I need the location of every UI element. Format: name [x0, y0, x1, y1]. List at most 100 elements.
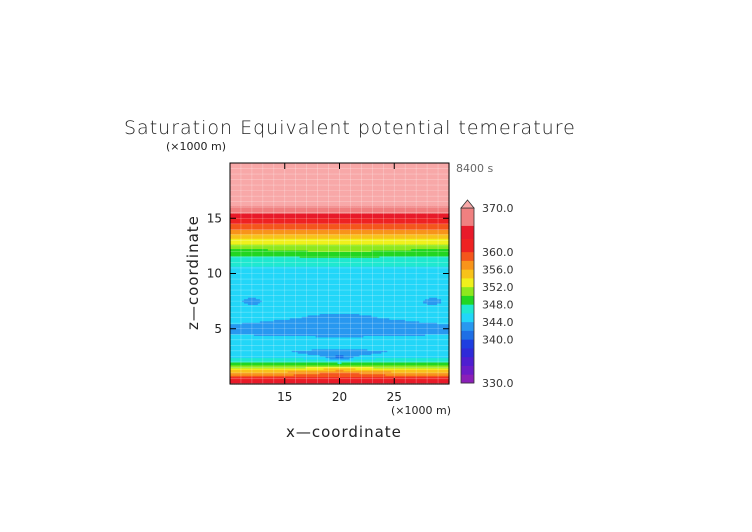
field-cell [355, 366, 359, 369]
field-cell [443, 364, 446, 367]
field-cell [447, 357, 450, 360]
field-cell [319, 379, 323, 382]
field-cell [311, 348, 315, 351]
field-cell [385, 370, 388, 373]
field-cell [303, 351, 307, 354]
field-cell [353, 354, 357, 357]
field-cell [329, 358, 333, 362]
field-cell [305, 364, 309, 367]
field-cell [313, 357, 317, 360]
field-cell [343, 345, 347, 348]
field-cell [233, 367, 237, 370]
field-cell [393, 348, 396, 351]
field-cell [309, 367, 313, 370]
field-cell [427, 345, 430, 348]
field-cell [321, 351, 325, 354]
field-cell [230, 381, 233, 384]
field-cell [305, 360, 309, 363]
field-cell [397, 370, 400, 373]
field-cell [279, 345, 283, 348]
field-cell [439, 367, 442, 370]
field-cell [371, 369, 374, 372]
field-cell [295, 375, 299, 378]
field-cell [415, 366, 418, 369]
field-cell [277, 373, 281, 376]
field-cell [305, 375, 309, 378]
field-cell [251, 363, 255, 366]
field-cell [263, 345, 267, 348]
field-cell [425, 369, 428, 372]
field-cell [289, 353, 293, 356]
field-cell [373, 369, 376, 372]
field-cell [249, 344, 253, 347]
field-cell [341, 356, 345, 359]
field-cell [315, 379, 319, 382]
field-cell [403, 373, 406, 376]
field-cell [301, 353, 305, 356]
field-cell [431, 375, 434, 378]
field-cell [419, 354, 422, 357]
field-cell [271, 354, 275, 357]
field-cell [351, 376, 355, 379]
field-cell [359, 363, 362, 366]
field-cell [357, 360, 361, 363]
field-cell [355, 357, 359, 360]
field-cell [403, 345, 406, 348]
field-cell [443, 363, 446, 366]
field-cell [419, 373, 422, 376]
field-cell [333, 370, 337, 373]
field-cell [445, 357, 448, 360]
field-cell [285, 345, 289, 348]
field-cell [337, 375, 341, 378]
field-cell [243, 351, 247, 354]
field-cell [431, 369, 434, 372]
field-cell [233, 363, 237, 366]
field-cell [367, 372, 370, 375]
field-cell [399, 345, 402, 348]
field-cell [369, 348, 372, 351]
field-cell [281, 361, 285, 364]
field-cell [423, 358, 426, 362]
field-cell [379, 375, 382, 378]
field-cell [313, 376, 317, 379]
field-cell [303, 366, 307, 369]
field-cell [259, 367, 263, 370]
field-cell [297, 364, 301, 367]
field-cell [317, 373, 321, 376]
field-cell [279, 351, 283, 354]
field-cell [325, 378, 329, 381]
field-cell [355, 354, 359, 357]
field-cell [317, 379, 321, 382]
field-cell [295, 364, 299, 367]
field-cell [391, 345, 394, 348]
field-cell [269, 350, 273, 353]
field-cell [327, 372, 331, 375]
field-cell [391, 356, 394, 359]
field-cell [283, 361, 287, 364]
field-cell [281, 366, 285, 369]
field-cell [411, 353, 414, 356]
field-cell [335, 351, 339, 354]
field-cell [401, 354, 404, 357]
field-cell [443, 376, 446, 379]
field-cell [253, 367, 257, 370]
field-cell [303, 370, 307, 373]
field-cell [359, 356, 362, 359]
field-cell [271, 356, 275, 359]
field-cell [339, 351, 343, 354]
field-cell [405, 381, 408, 384]
field-cell [365, 351, 368, 354]
field-cell [269, 347, 273, 350]
field-cell [263, 358, 267, 362]
field-cell [383, 367, 386, 370]
field-cell [437, 372, 440, 375]
field-cell [281, 360, 285, 363]
field-cell [437, 354, 440, 357]
field-cell [247, 375, 251, 378]
field-cell [233, 356, 237, 359]
field-cell [230, 350, 233, 353]
field-cell [301, 373, 305, 376]
field-cell [331, 360, 335, 363]
field-cell [405, 375, 408, 378]
field-cell [325, 351, 329, 354]
